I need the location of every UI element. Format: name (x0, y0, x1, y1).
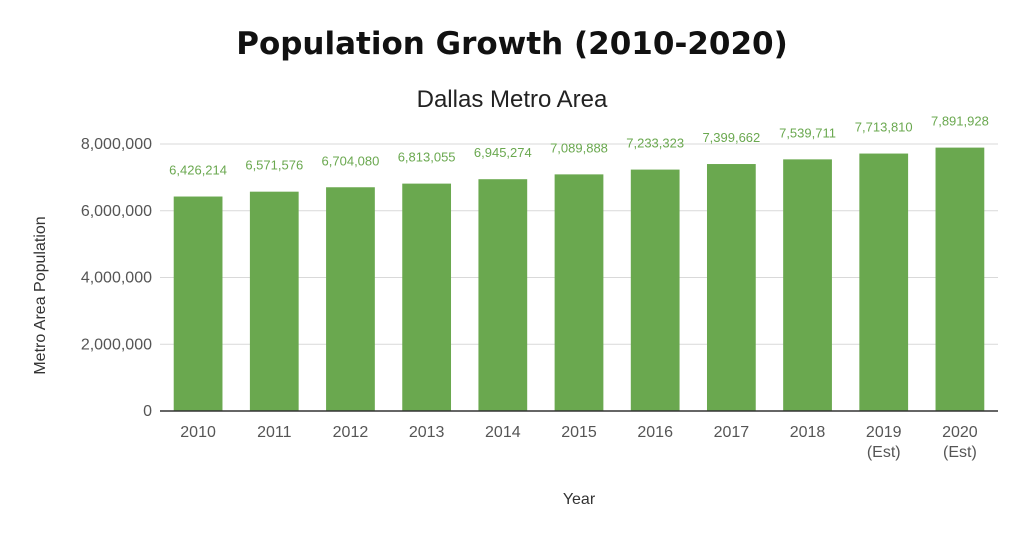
bars (173, 147, 985, 412)
data-label: 7,089,888 (550, 140, 608, 155)
bar (706, 164, 756, 411)
x-tick-label: 2010 (180, 424, 216, 441)
y-tick-label: 8,000,000 (81, 136, 152, 153)
x-tick-label: 2020 (Est) (942, 424, 978, 461)
data-label: 7,539,711 (779, 125, 836, 140)
chart-subtitle: Dallas Metro Area (416, 86, 608, 113)
bar (554, 174, 604, 411)
y-tick-label: 4,000,000 (81, 270, 152, 287)
data-label: 6,945,274 (474, 145, 532, 160)
x-tick-label: 2011 (257, 424, 292, 441)
chart-title: Population Growth (2010-2020) (236, 26, 788, 62)
bar (402, 183, 452, 411)
data-labels: 6,426,214 6,571,576 6,704,080 6,813,055 6,94… (169, 114, 989, 178)
bar (326, 187, 375, 411)
bar (173, 196, 223, 411)
y-axis-ticks: 0 2,000,000 4,000,000 6,000,000 8,000,000 (81, 136, 152, 420)
data-label: 7,891,928 (931, 114, 989, 129)
y-tick-label: 0 (143, 403, 152, 420)
x-tick-label: 2018 (790, 424, 826, 441)
data-label: 7,713,810 (855, 120, 913, 135)
bar (859, 153, 909, 412)
bar (478, 179, 528, 411)
bar (630, 169, 680, 411)
x-tick-label: 2019 (Est) (866, 424, 902, 461)
x-tick-label: 2017 (714, 424, 750, 441)
bar (935, 147, 985, 411)
data-label: 6,813,055 (398, 150, 456, 165)
x-tick-label: 2012 (333, 424, 369, 441)
data-label: 7,399,662 (702, 130, 760, 145)
bar (783, 159, 832, 411)
y-tick-label: 6,000,000 (81, 203, 152, 220)
x-axis-ticks: 2010 2011 2012 2013 2014 2015 2016 2017 2018 2019… (180, 424, 978, 461)
x-tick-label: 2015 (561, 424, 597, 441)
y-axis-title: Metro Area Population (32, 216, 49, 374)
bar (249, 191, 299, 411)
data-label: 6,704,080 (322, 153, 380, 168)
y-tick-label: 2,000,000 (81, 336, 152, 353)
x-axis-title: Year (563, 491, 596, 508)
x-tick-label: 2014 (485, 424, 521, 441)
x-tick-label: 2013 (409, 424, 445, 441)
data-label: 6,571,576 (245, 158, 303, 173)
x-tick-label: 2016 (637, 424, 673, 441)
data-label: 6,426,214 (169, 163, 227, 178)
data-label: 7,233,323 (626, 136, 684, 151)
